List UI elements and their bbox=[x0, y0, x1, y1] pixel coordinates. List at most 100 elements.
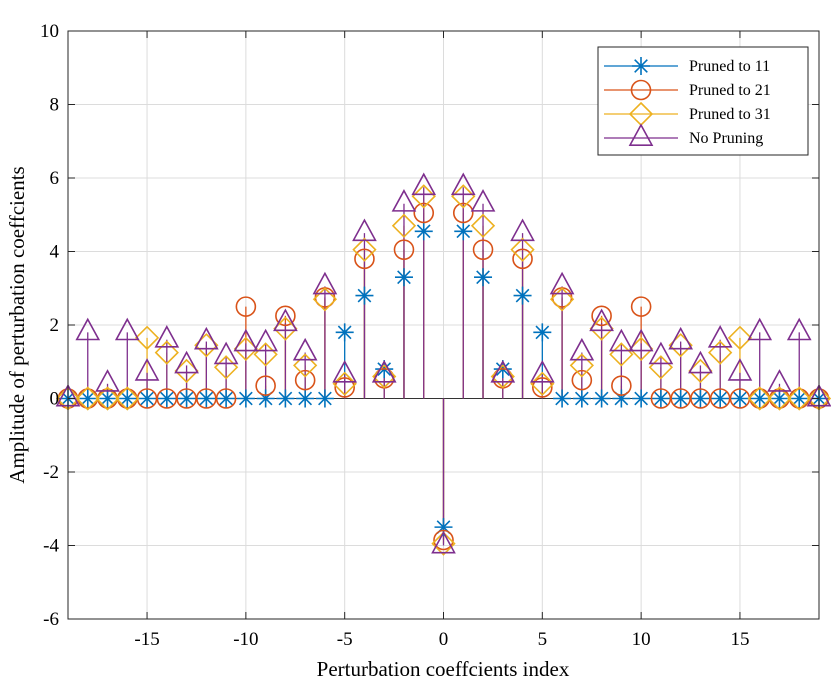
data-point-diamond bbox=[530, 371, 555, 396]
data-point-asterisk bbox=[276, 389, 295, 408]
x-axis-label: Perturbation coeffcients index bbox=[317, 657, 570, 681]
data-point-diamond bbox=[549, 287, 575, 312]
data-point-triangle bbox=[233, 328, 259, 352]
x-tick-label: 5 bbox=[538, 629, 548, 650]
data-point-asterisk bbox=[394, 268, 413, 287]
data-point-diamond bbox=[747, 386, 772, 411]
data-point-diamond bbox=[787, 386, 812, 411]
data-point-asterisk bbox=[711, 389, 730, 408]
y-tick-label: 0 bbox=[50, 389, 60, 410]
data-point-circle bbox=[591, 305, 612, 327]
data-point-diamond bbox=[411, 184, 436, 209]
legend-label: Pruned to 21 bbox=[689, 82, 771, 99]
data-point-asterisk bbox=[138, 389, 157, 408]
data-point-triangle bbox=[431, 530, 456, 554]
data-point-asterisk-stroke bbox=[574, 391, 589, 406]
data-point-circle bbox=[630, 296, 652, 317]
data-point-diamond bbox=[154, 340, 179, 365]
data-point-diamond bbox=[727, 325, 753, 350]
data-point-diamond bbox=[352, 237, 377, 262]
data-point-triangle bbox=[253, 328, 278, 352]
data-point-asterisk-stroke bbox=[476, 270, 490, 285]
data-point-asterisk bbox=[157, 389, 176, 408]
data-point-asterisk-stroke bbox=[456, 224, 471, 239]
data-point-asterisk-stroke bbox=[654, 391, 668, 406]
data-point-circle bbox=[433, 529, 454, 551]
data-point-diamond bbox=[510, 237, 535, 262]
y-tick-label: 6 bbox=[50, 168, 60, 189]
data-point-triangle bbox=[134, 358, 160, 381]
data-point-asterisk bbox=[513, 286, 532, 305]
data-point-asterisk-stroke bbox=[239, 391, 253, 406]
data-point-circle bbox=[235, 296, 257, 317]
data-point-triangle bbox=[411, 172, 437, 196]
data-point-triangle bbox=[648, 341, 674, 365]
data-point-asterisk-stroke bbox=[357, 288, 372, 303]
data-point-asterisk bbox=[572, 389, 591, 408]
y-tick-label: 8 bbox=[50, 95, 60, 116]
x-tick-label: 15 bbox=[730, 629, 749, 650]
data-point-triangle bbox=[312, 271, 338, 295]
data-point-asterisk-stroke bbox=[179, 391, 194, 406]
data-point-triangle bbox=[529, 359, 555, 383]
y-tick-label: 10 bbox=[40, 21, 59, 42]
data-point-circle bbox=[275, 305, 296, 327]
data-point-triangle bbox=[589, 308, 614, 332]
data-point-circle bbox=[571, 369, 593, 391]
data-point-diamond bbox=[569, 353, 594, 378]
data-point-triangle bbox=[609, 328, 634, 352]
data-point-triangle bbox=[193, 326, 219, 350]
x-tick-label: 0 bbox=[439, 629, 449, 650]
data-point-diamond bbox=[767, 386, 792, 411]
data-point-asterisk bbox=[533, 323, 552, 342]
data-point-asterisk bbox=[296, 389, 315, 408]
data-point-asterisk-stroke bbox=[515, 288, 530, 303]
data-point-circle bbox=[472, 239, 494, 260]
data-point-triangle bbox=[747, 317, 773, 341]
data-point-triangle bbox=[688, 350, 713, 374]
legend-box bbox=[597, 46, 809, 156]
data-point-asterisk-stroke bbox=[555, 391, 569, 406]
data-point-asterisk-stroke bbox=[752, 391, 767, 406]
data-point-diamond bbox=[391, 213, 417, 238]
data-point-asterisk-stroke bbox=[219, 391, 233, 406]
legend-label: No Pruning bbox=[689, 130, 763, 147]
data-point-triangle bbox=[273, 308, 298, 332]
data-point-triangle bbox=[213, 341, 239, 365]
y-axis-label: Amplitude of perturbation coeffcients bbox=[5, 166, 29, 483]
data-point-asterisk-stroke bbox=[634, 391, 648, 406]
x-tick-label: 10 bbox=[632, 629, 651, 650]
data-point-circle bbox=[452, 202, 474, 224]
data-point-asterisk-stroke bbox=[713, 391, 728, 406]
data-point-triangle bbox=[707, 325, 733, 348]
data-point-diamond bbox=[95, 386, 120, 411]
data-point-asterisk-stroke bbox=[772, 391, 787, 406]
data-point-triangle bbox=[450, 172, 476, 196]
data-point-circle bbox=[294, 369, 316, 391]
data-point-asterisk bbox=[691, 389, 710, 408]
data-point-asterisk bbox=[454, 222, 473, 241]
data-point-diamond bbox=[431, 531, 456, 556]
data-point-asterisk-stroke bbox=[337, 325, 352, 340]
data-point-asterisk bbox=[790, 389, 809, 408]
data-point-triangle bbox=[668, 326, 694, 350]
y-tick-label: 4 bbox=[50, 242, 60, 263]
data-point-diamond bbox=[312, 287, 338, 312]
data-point-circle bbox=[334, 377, 355, 398]
y-tick-label: -2 bbox=[43, 462, 59, 483]
data-point-asterisk-stroke bbox=[397, 270, 411, 285]
data-point-asterisk bbox=[118, 389, 137, 408]
data-point-asterisk bbox=[414, 222, 433, 241]
data-point-triangle bbox=[786, 317, 812, 341]
data-point-circle bbox=[255, 375, 276, 396]
data-point-circle bbox=[611, 375, 632, 396]
data-point-asterisk bbox=[335, 323, 354, 342]
data-point-asterisk bbox=[592, 389, 611, 408]
data-point-triangle bbox=[767, 369, 792, 392]
data-point-asterisk-stroke bbox=[733, 391, 747, 406]
data-point-asterisk bbox=[474, 268, 493, 287]
data-point-diamond bbox=[470, 213, 496, 238]
data-point-circle bbox=[215, 388, 237, 409]
data-point-triangle bbox=[332, 359, 358, 383]
